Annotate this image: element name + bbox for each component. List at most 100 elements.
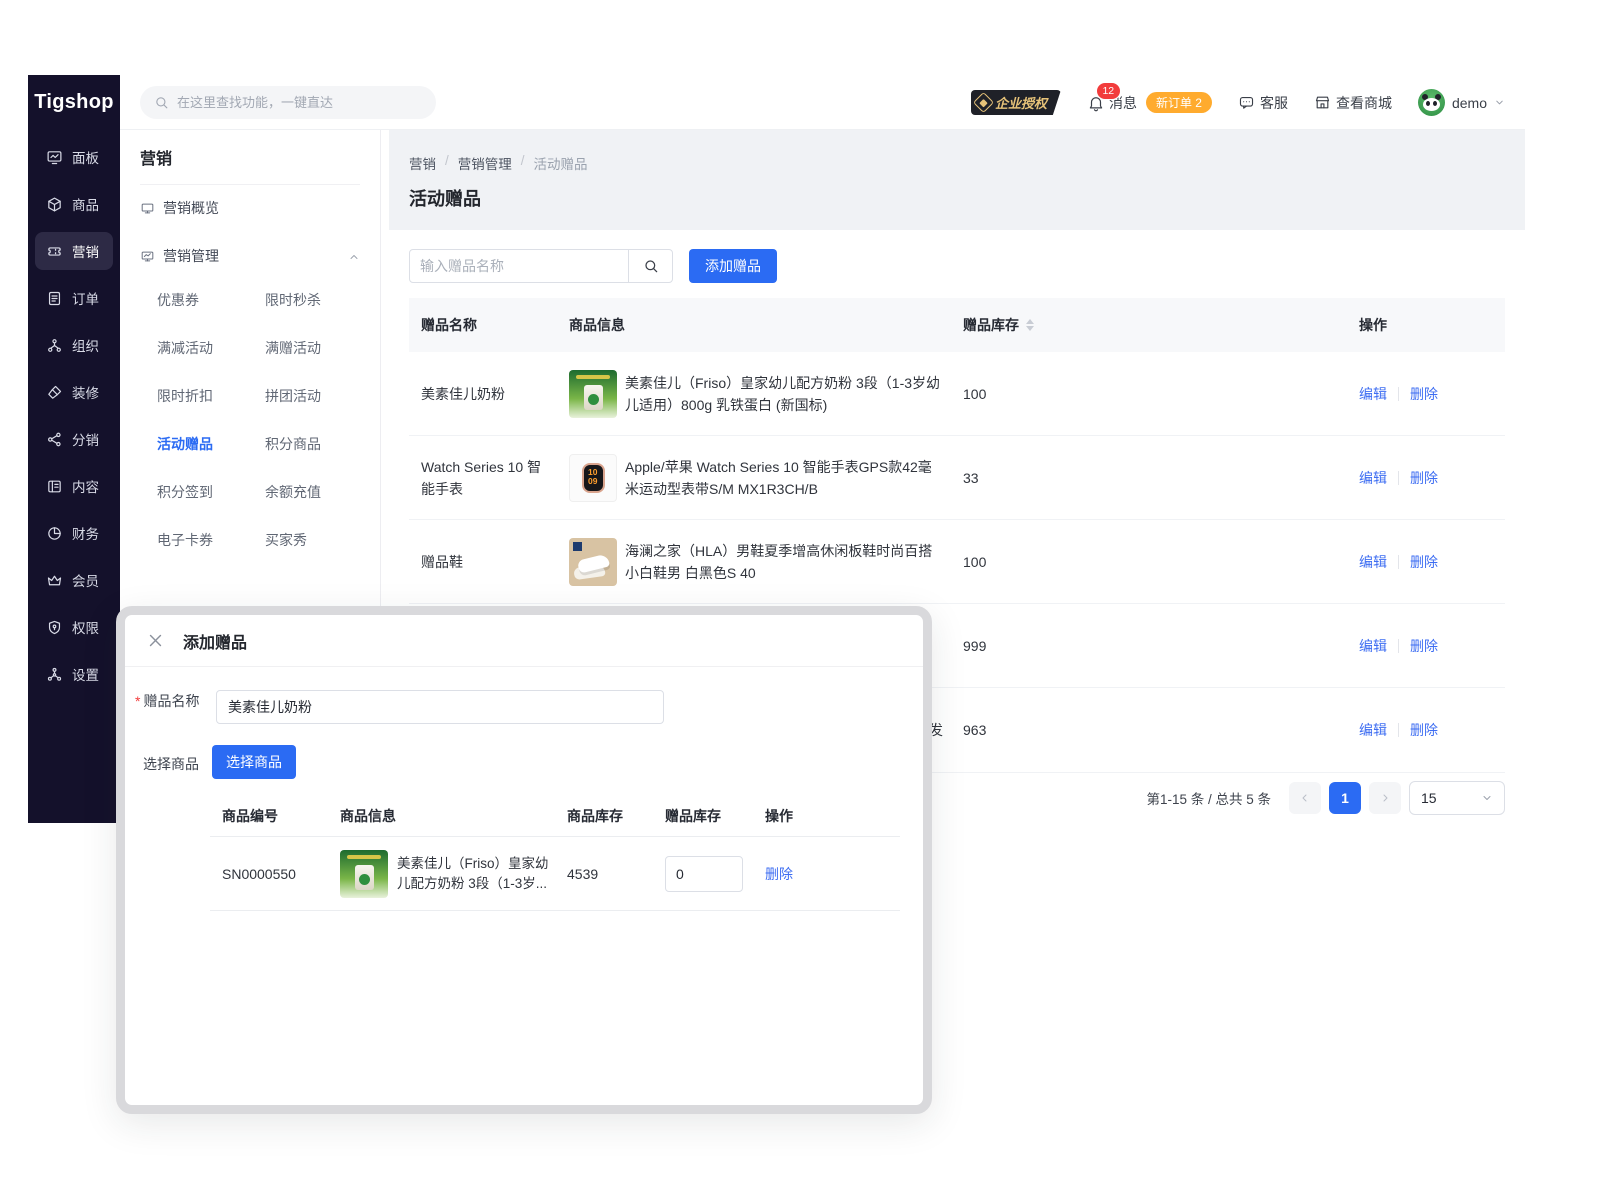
submenu-link-gift-activity[interactable]: 满赠活动 xyxy=(265,340,321,356)
gift-name-input[interactable] xyxy=(216,690,664,724)
prev-page-button[interactable] xyxy=(1289,782,1321,814)
page-size-select[interactable]: 15 xyxy=(1409,781,1505,815)
submenu-link-coupon[interactable]: 优惠券 xyxy=(157,292,199,308)
dialog-title: 添加赠品 xyxy=(183,634,248,652)
username: demo xyxy=(1451,94,1487,111)
avatar xyxy=(1417,89,1445,116)
submenu-link-flash-sale[interactable]: 限时秒杀 xyxy=(265,292,321,308)
delete-link[interactable]: 删除 xyxy=(1410,722,1438,738)
product-info: Apple/苹果 Watch Series 10 智能手表GPS款42毫米运动型… xyxy=(625,458,932,497)
messages-button[interactable]: 12 消息 新订单 2 xyxy=(1087,82,1212,113)
submenu-link-points-product[interactable]: 积分商品 xyxy=(265,436,321,452)
edit-link[interactable]: 编辑 xyxy=(1359,385,1387,402)
submenu-item-overview[interactable]: 营销概览 xyxy=(140,198,219,218)
page-number-button[interactable]: 1 xyxy=(1329,782,1361,814)
submenu-item-label: 营销概览 xyxy=(163,200,219,216)
edit-link[interactable]: 编辑 xyxy=(1359,637,1387,654)
enterprise-emblem-icon xyxy=(972,91,995,114)
support-label: 客服 xyxy=(1259,94,1288,111)
delete-link[interactable]: 删除 xyxy=(765,865,793,882)
sidebar-item-label: 设置 xyxy=(72,668,99,683)
submenu-link-time-discount[interactable]: 限时折扣 xyxy=(157,388,213,404)
sidebar-item-dashboard[interactable]: 面板 xyxy=(35,138,113,176)
product-info-cell: 美素佳儿（Friso）皇家幼儿配方奶粉 3段（1-3岁... xyxy=(330,849,555,898)
sidebar-item-permission[interactable]: 权限 xyxy=(35,608,113,646)
col-header-product-stock: 商品库存 xyxy=(567,807,623,824)
submenu-link-balance-recharge[interactable]: 余额充值 xyxy=(265,484,321,500)
breadcrumb-item[interactable]: 营销管理 xyxy=(457,157,512,172)
divider xyxy=(1398,554,1399,569)
chat-icon xyxy=(1239,96,1254,109)
sidebar-item-order[interactable]: 订单 xyxy=(35,279,113,317)
delete-link[interactable]: 删除 xyxy=(1410,553,1438,570)
delete-link[interactable]: 删除 xyxy=(1410,637,1438,654)
edit-link[interactable]: 编辑 xyxy=(1359,469,1387,486)
edit-link[interactable]: 编辑 xyxy=(1359,722,1387,738)
gift-name-search-input[interactable] xyxy=(409,249,629,283)
edit-link[interactable]: 编辑 xyxy=(1359,553,1387,570)
gift-stock-input[interactable] xyxy=(665,855,743,892)
gift-name: 赠品鞋 xyxy=(421,553,463,570)
sort-icon[interactable] xyxy=(1026,318,1034,332)
delete-link[interactable]: 删除 xyxy=(1410,385,1438,402)
global-search[interactable] xyxy=(140,86,436,119)
sidebar-item-marketing[interactable]: 营销 xyxy=(35,232,113,270)
order-icon xyxy=(48,291,61,305)
bell-icon xyxy=(1089,96,1103,111)
message-count-badge: 12 xyxy=(1095,82,1121,100)
submenu-link-buyer-show[interactable]: 买家秀 xyxy=(265,532,307,548)
view-shop-button[interactable]: 查看商城 xyxy=(1314,93,1392,113)
col-header-gift-name: 赠品名称 xyxy=(421,317,477,333)
sidebar-item-content[interactable]: 内容 xyxy=(35,467,113,505)
product-stock: 4539 xyxy=(567,865,599,882)
chevron-down-icon xyxy=(1483,796,1491,800)
sidebar-item-distribution[interactable]: 分销 xyxy=(35,420,113,458)
col-header-gift-stock: 赠品库存 xyxy=(955,315,1345,335)
sidebar-item-decoration[interactable]: 装修 xyxy=(35,373,113,411)
divider xyxy=(1398,386,1399,401)
submenu-link-e-card[interactable]: 电子卡券 xyxy=(157,532,213,548)
global-search-input[interactable] xyxy=(177,95,407,110)
sidebar-item-member[interactable]: 会员 xyxy=(35,561,113,599)
product-info-cell: 美素佳儿（Friso）皇家幼儿配方奶粉 3段（1-3岁幼儿适用）800g 乳铁蛋… xyxy=(565,352,955,435)
search-button[interactable] xyxy=(628,249,673,283)
user-menu[interactable]: demo xyxy=(1417,89,1505,116)
row-actions: 编辑 删除 xyxy=(1345,636,1505,656)
dashboard-icon xyxy=(47,150,62,164)
sidebar: Tigshop 面板 商品 营销 订单 组织 xyxy=(28,75,120,823)
sidebar-item-settings[interactable]: 设置 xyxy=(35,655,113,693)
submenu-link-points-signin[interactable]: 积分签到 xyxy=(157,484,213,500)
submenu-item-management[interactable]: 营销管理 xyxy=(140,246,219,266)
next-page-button[interactable] xyxy=(1369,782,1401,814)
required-asterisk: * xyxy=(135,693,141,709)
add-gift-button[interactable]: 添加赠品 xyxy=(689,249,777,283)
pagination: 第1-15 条 / 总共 5 条 1 15 xyxy=(409,772,1505,823)
select-product-button[interactable]: 选择商品 xyxy=(212,745,296,779)
sidebar-item-product[interactable]: 商品 xyxy=(35,185,113,223)
breadcrumb-item[interactable]: 营销 xyxy=(409,157,436,172)
sidebar-item-organization[interactable]: 组织 xyxy=(35,326,113,364)
support-button[interactable]: 客服 xyxy=(1238,93,1288,113)
sidebar-item-finance[interactable]: 财务 xyxy=(35,514,113,552)
row-actions: 编辑 删除 xyxy=(1345,468,1505,488)
row-actions: 编辑 删除 xyxy=(1345,552,1505,572)
brand-logo[interactable]: Tigshop xyxy=(34,91,114,113)
breadcrumb-current: 活动赠品 xyxy=(533,157,588,172)
new-order-badge[interactable]: 新订单 2 xyxy=(1145,92,1212,113)
close-icon[interactable] xyxy=(147,632,164,649)
product-sn: SN0000550 xyxy=(222,865,296,882)
row-actions: 编辑 删除 xyxy=(1345,720,1505,740)
submenu-link-group-buy[interactable]: 拼团活动 xyxy=(265,388,321,404)
sidebar-item-label: 订单 xyxy=(72,292,99,307)
table-row: 美素佳儿奶粉 美素佳儿（Friso）皇家幼儿配方奶粉 3段（1-3岁幼儿适用）8… xyxy=(409,352,1505,436)
overview-icon xyxy=(141,203,154,213)
table-row: 发 963 编辑 删除 xyxy=(409,688,1505,772)
product-icon xyxy=(48,197,61,211)
submenu-link-activity-gifts[interactable]: 活动赠品 xyxy=(157,436,213,452)
select-product-label: 选择商品 xyxy=(143,756,199,772)
submenu-link-discount-activity[interactable]: 满减活动 xyxy=(157,340,213,356)
delete-link[interactable]: 删除 xyxy=(1410,469,1438,486)
sidebar-item-label: 营销 xyxy=(72,245,99,260)
chevron-up-icon[interactable] xyxy=(348,251,360,263)
sidebar-item-label: 财务 xyxy=(72,527,99,542)
